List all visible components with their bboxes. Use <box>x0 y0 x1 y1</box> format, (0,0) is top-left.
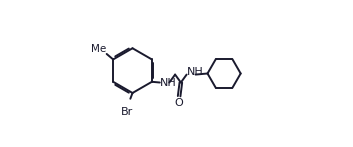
Text: NH: NH <box>187 67 204 77</box>
Text: O: O <box>174 98 183 108</box>
Text: Me: Me <box>91 44 106 54</box>
Text: NH: NH <box>160 78 177 88</box>
Text: Br: Br <box>121 107 133 117</box>
